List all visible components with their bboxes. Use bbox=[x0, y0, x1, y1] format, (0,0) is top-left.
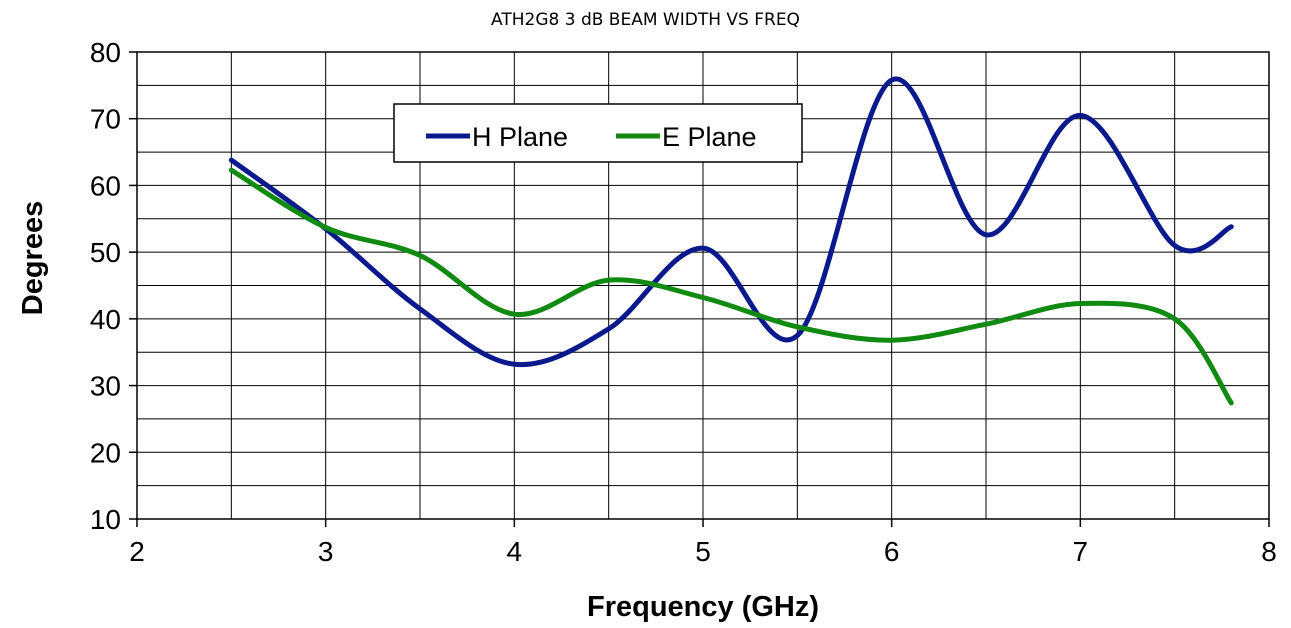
y-tick-label: 10 bbox=[90, 504, 121, 535]
x-tick-label: 4 bbox=[507, 536, 523, 567]
legend-box bbox=[393, 103, 803, 163]
grid bbox=[137, 52, 1269, 519]
chart-title: ATH2G8 3 dB BEAM WIDTH VS FREQ bbox=[491, 10, 800, 30]
legend-label-h-plane: H Plane bbox=[472, 122, 568, 152]
legend-label-e-plane: E Plane bbox=[662, 122, 757, 152]
axis-ticks: 10 20 30 40 50 60 70 80 2 3 4 5 6 7 8 bbox=[90, 37, 1277, 567]
y-tick-label: 30 bbox=[90, 371, 121, 402]
x-tick-label: 8 bbox=[1261, 536, 1277, 567]
y-tick-label: 50 bbox=[90, 237, 121, 268]
x-tick-label: 6 bbox=[884, 536, 900, 567]
y-tick-label: 80 bbox=[90, 37, 121, 68]
y-tick-label: 60 bbox=[90, 170, 121, 201]
legend: H Plane E Plane bbox=[393, 103, 803, 163]
x-tick-label: 3 bbox=[318, 536, 334, 567]
series-line-h-plane bbox=[228, 76, 1234, 368]
y-tick-label: 70 bbox=[90, 104, 121, 135]
y-tick-label: 40 bbox=[90, 304, 121, 335]
x-axis-title: Frequency (GHz) bbox=[587, 591, 819, 623]
x-tick-label: 7 bbox=[1073, 536, 1089, 567]
x-tick-label: 2 bbox=[129, 536, 145, 567]
series-line-e-plane bbox=[228, 167, 1234, 406]
series-lines bbox=[228, 76, 1234, 406]
x-tick-label: 5 bbox=[695, 536, 711, 567]
y-axis-title: Degrees bbox=[17, 201, 49, 315]
y-tick-label: 20 bbox=[90, 437, 121, 468]
